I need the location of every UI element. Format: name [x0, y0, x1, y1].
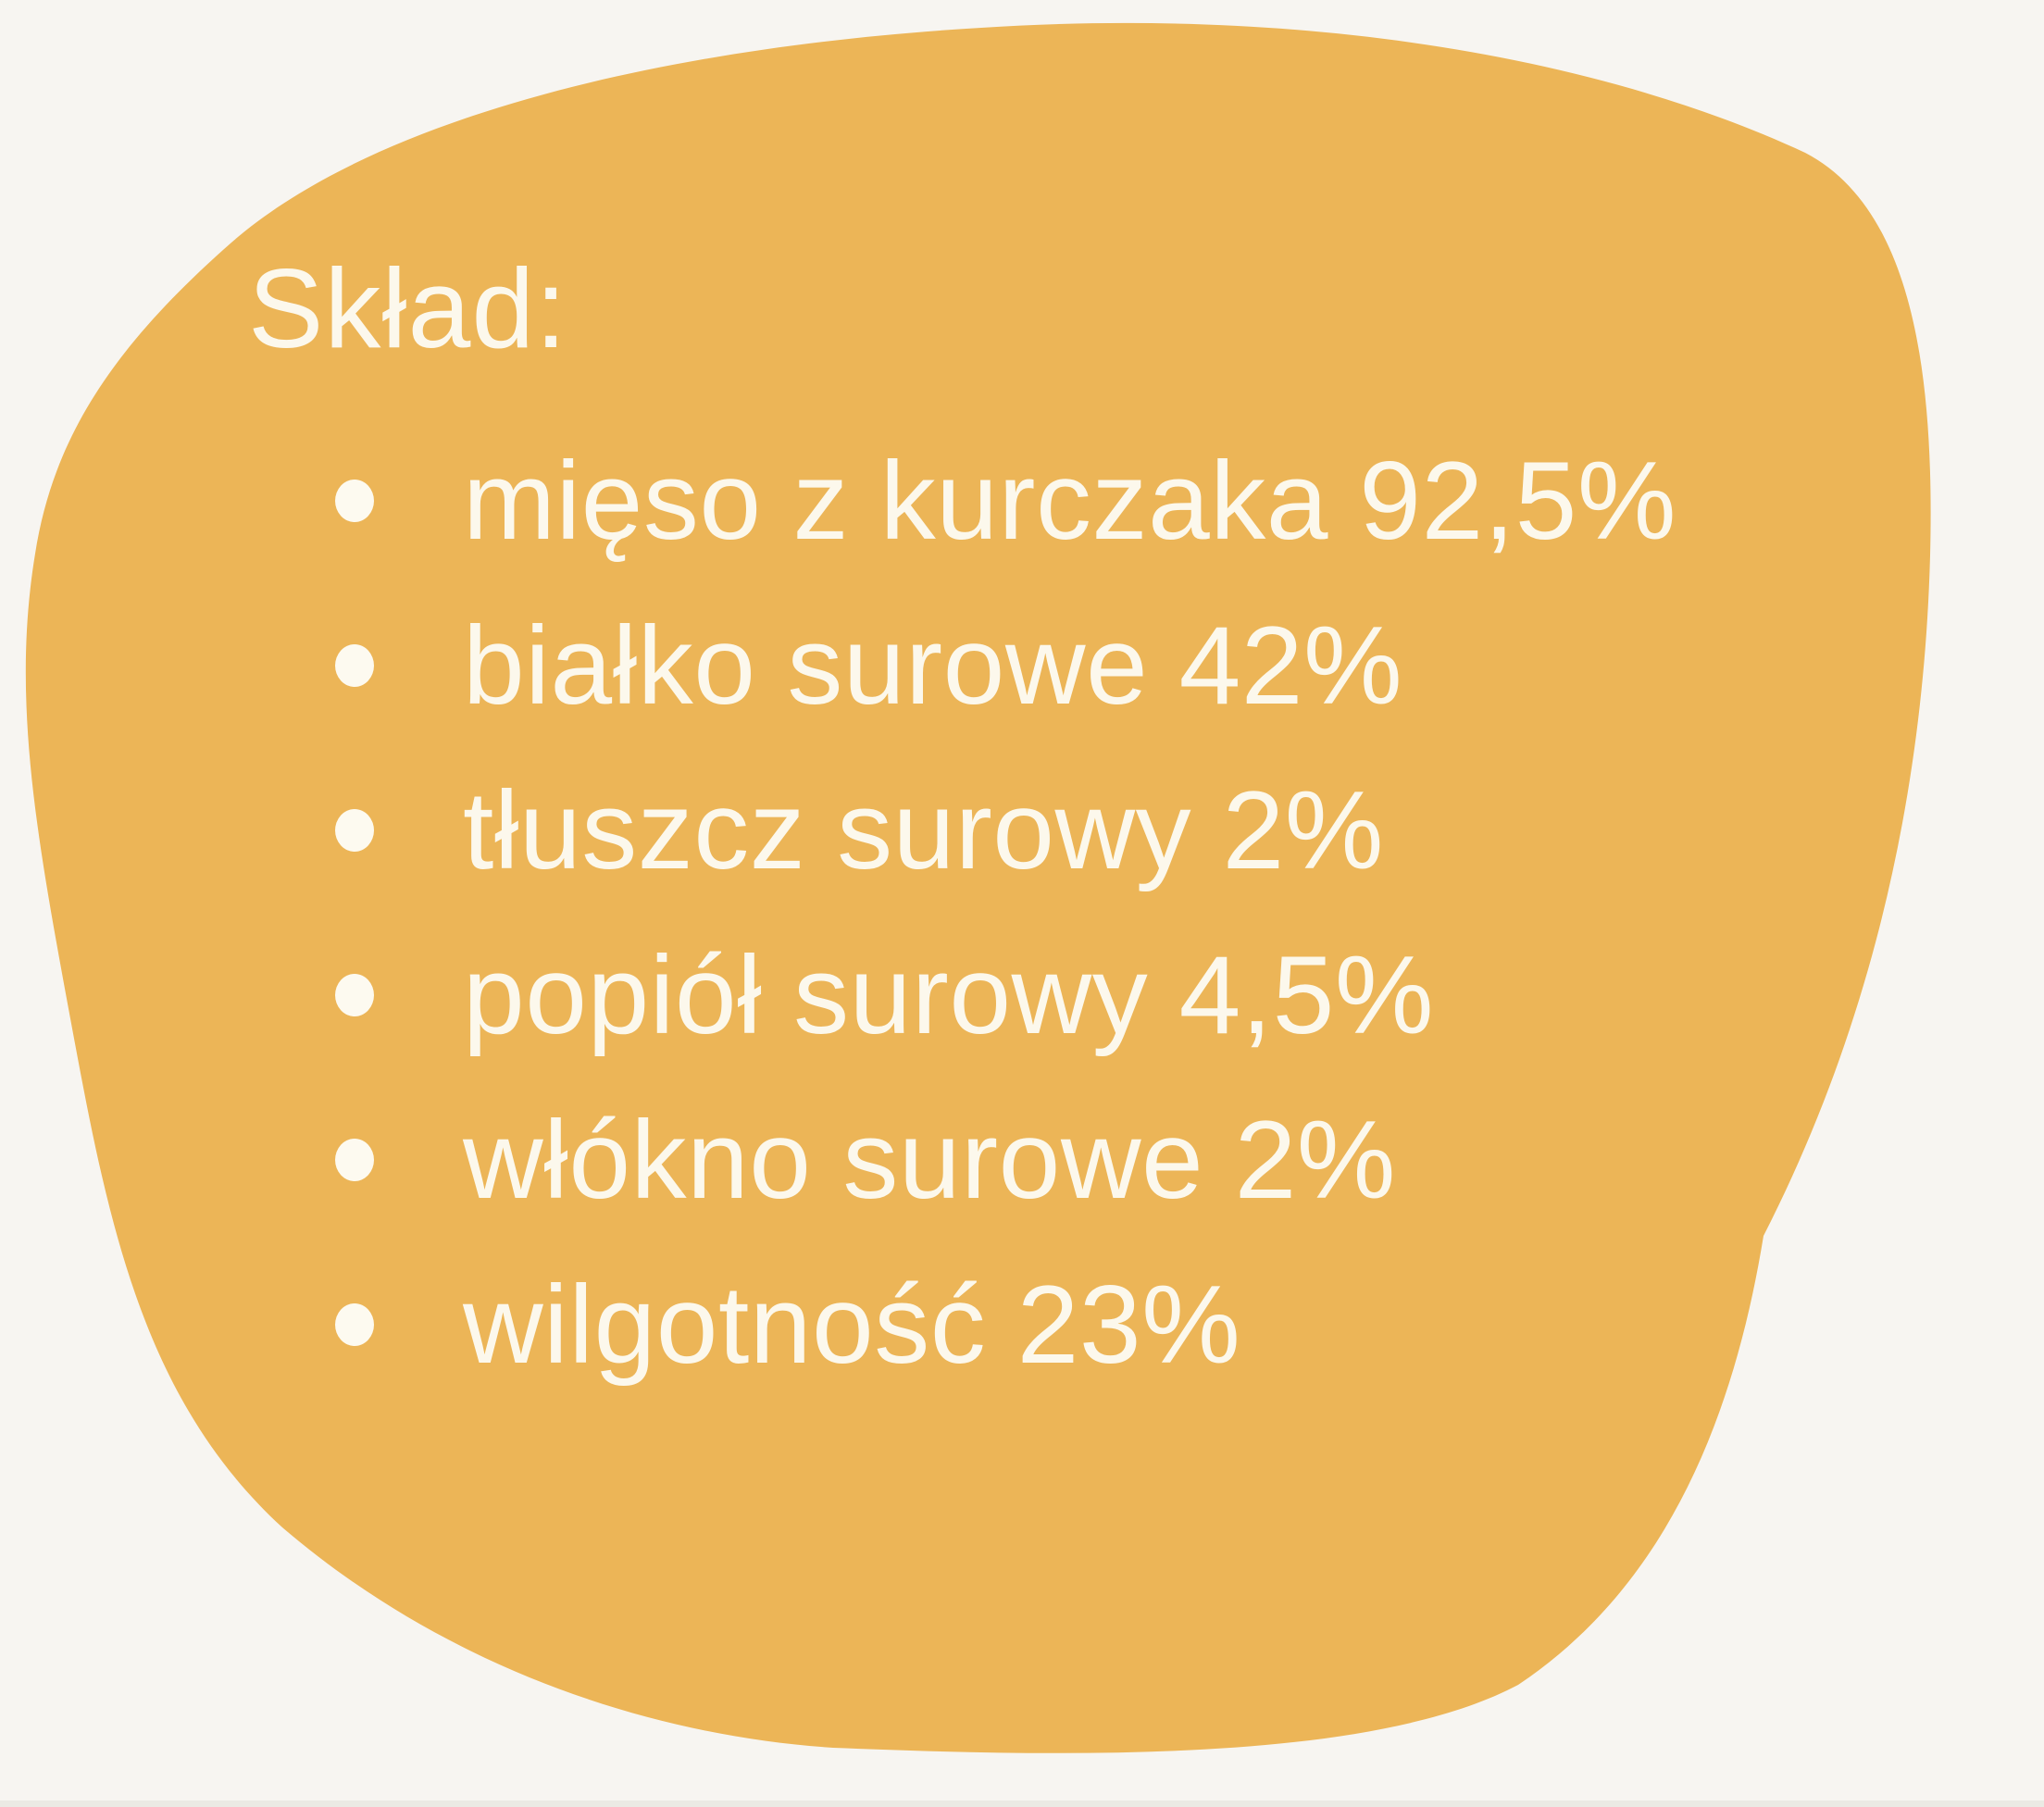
ingredient-item-crude-fat: tłuszcz surowy 2% [335, 748, 1676, 913]
ingredient-value: 2% [1222, 768, 1384, 892]
ingredient-value: 42% [1178, 604, 1403, 728]
ingredient-item-crude-ash: popiół surowy 4,5% [335, 913, 1676, 1078]
ingredient-name: wilgotność [463, 1263, 987, 1387]
ingredient-name: tłuszcz surowy [463, 768, 1192, 892]
ingredient-name: białko surowe [463, 604, 1149, 728]
bullet-dot-icon [335, 809, 374, 852]
blob-shape [25, 22, 1931, 1753]
bullet-dot-icon [335, 1139, 374, 1181]
bullet-dot-icon [335, 974, 374, 1016]
photo-bottom-edge [0, 1801, 2044, 1807]
ingredient-name: popiół surowy [463, 933, 1149, 1057]
ingredient-item-chicken-meat: mięso z kurczaka 92,5% [335, 418, 1676, 583]
bullet-dot-icon [335, 644, 374, 687]
ingredient-value: 23% [1016, 1263, 1241, 1387]
ingredient-value: 92,5% [1359, 439, 1677, 563]
ingredient-item-crude-fibre: włókno surowe 2% [335, 1078, 1676, 1242]
ingredient-name: mięso z kurczaka [463, 439, 1328, 563]
composition-heading: Skład: [248, 245, 568, 371]
ingredient-value: 2% [1234, 1098, 1396, 1222]
bullet-dot-icon [335, 1303, 374, 1346]
ingredient-list: mięso z kurczaka 92,5% białko surowe 42%… [335, 418, 1676, 1407]
bullet-dot-icon [335, 480, 374, 522]
ingredient-value: 4,5% [1178, 933, 1435, 1057]
ingredient-name: włókno surowe [463, 1098, 1204, 1222]
ingredient-item-moisture: wilgotność 23% [335, 1242, 1676, 1407]
ingredient-item-crude-protein: białko surowe 42% [335, 583, 1676, 748]
